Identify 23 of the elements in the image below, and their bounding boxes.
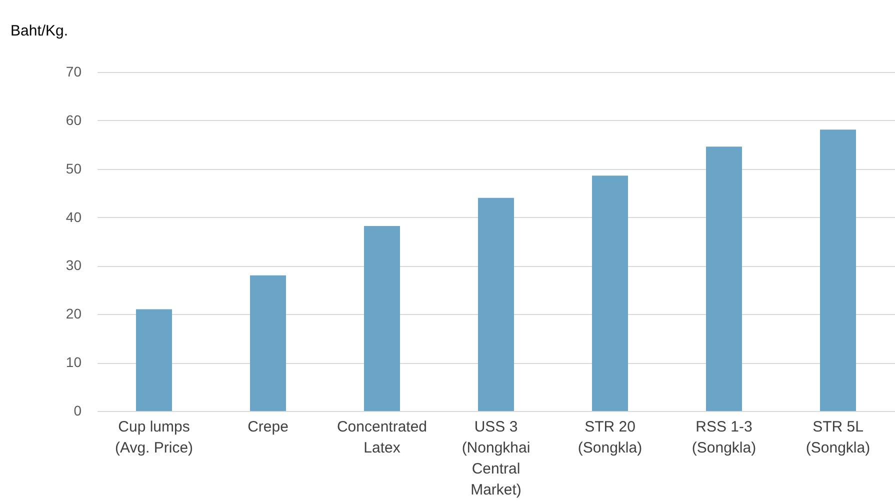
y-tick-label: 10 xyxy=(66,354,82,370)
x-tick-label: USS 3 (Nongkhai Central Market) xyxy=(462,418,530,498)
bar xyxy=(250,275,286,411)
y-tick-label: 40 xyxy=(66,208,82,225)
bar xyxy=(136,309,172,411)
x-tick-label: Cup lumps (Avg. Price) xyxy=(114,418,194,456)
y-tick-label: 60 xyxy=(66,112,82,128)
y-tick-label: 0 xyxy=(74,402,82,418)
x-tick-label: Concentrated Latex xyxy=(336,418,428,456)
bar xyxy=(820,130,856,411)
x-tick-label: STR 20 (Songkla) xyxy=(578,418,642,456)
y-tick-label: 70 xyxy=(66,64,82,80)
x-tick-label: Crepe xyxy=(248,418,288,436)
x-tick-label: RSS 1-3 (Songkla) xyxy=(692,418,756,456)
y-tick-label: 50 xyxy=(66,160,82,176)
bar xyxy=(478,198,514,411)
x-tick-label: STR 5L (Songkla) xyxy=(806,418,870,456)
y-axis-title: Baht/Kg. xyxy=(10,22,68,40)
bar xyxy=(364,226,400,411)
bar xyxy=(592,176,628,411)
y-tick-label: 30 xyxy=(66,257,82,274)
y-tick-label: 20 xyxy=(66,306,82,322)
bar xyxy=(706,146,742,411)
